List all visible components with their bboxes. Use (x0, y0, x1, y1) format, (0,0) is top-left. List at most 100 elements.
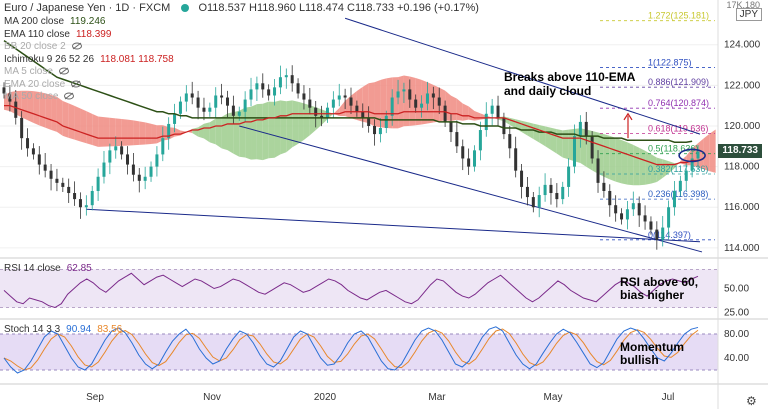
annotation-rsi-text: RSI above 60, bias higher (620, 275, 699, 302)
visibility-hidden-icon[interactable] (71, 42, 82, 50)
current-price-box: 118.733 (718, 144, 762, 158)
candle-body (255, 83, 259, 90)
rsi-tick-label: 50.00 (724, 284, 749, 295)
ichimoku-cloud-segment (215, 117, 222, 149)
candle-body (625, 209, 629, 220)
candle-body (267, 89, 271, 96)
candle-body (102, 162, 106, 177)
ichimoku-cloud-segment (615, 137, 622, 184)
ichimoku-cloud-segment (192, 127, 199, 137)
legend-ma5[interactable]: MA 5 close (4, 66, 69, 78)
ichimoku-cloud-segment (68, 103, 75, 140)
candle-body (331, 99, 335, 108)
candle-body (26, 138, 30, 149)
candle-body (696, 151, 700, 159)
candle-body (61, 182, 65, 187)
candle-body (584, 121, 588, 137)
candle-body (367, 117, 371, 126)
legend-ma200[interactable]: MA 200 close 119.246 (4, 16, 105, 28)
candle-body (378, 128, 382, 135)
candle-body (478, 130, 482, 151)
legend-bb[interactable]: BB 20 close 2 (4, 41, 82, 53)
candle-body (178, 101, 182, 114)
fib-level-label: 0.886(121.909) (648, 77, 709, 87)
stoch-tick-label: 80.00 (724, 329, 749, 340)
candle-body (496, 105, 500, 118)
rsi-band (0, 269, 718, 308)
candle-body (67, 186, 71, 194)
candle-body (208, 107, 212, 112)
candle-body (561, 186, 565, 200)
ichimoku-cloud-segment (121, 118, 128, 146)
ichimoku-cloud-segment (27, 90, 34, 123)
ichimoku-cloud-segment (103, 117, 110, 147)
candle-body (143, 176, 147, 181)
stoch-k-value: 90.94 (66, 324, 92, 335)
price-tick-label: 114.000 (724, 243, 760, 254)
stoch-tick-label: 40.00 (724, 353, 749, 364)
candle-body (31, 148, 35, 155)
candle-body (2, 87, 6, 94)
ichimoku-cloud-segment (51, 94, 57, 132)
candle-body (661, 227, 665, 240)
time-tick-label: May (544, 392, 563, 403)
legend-ema-label: EMA 20 close (4, 78, 66, 90)
candle-body (408, 89, 412, 100)
legend-ma50[interactable]: MA 50 close (4, 91, 75, 103)
candle-body (273, 87, 277, 96)
legend-ema110-value: 118.399 (75, 28, 112, 40)
breakout-arrow-head (623, 112, 633, 121)
ichimoku-cloud-segment (645, 150, 651, 185)
visibility-hidden-icon[interactable] (64, 92, 75, 100)
candle-body (43, 164, 47, 171)
ichimoku-cloud-segment (545, 126, 551, 150)
candle-body (425, 93, 429, 104)
settings-gear-icon[interactable]: ⚙ (746, 394, 757, 408)
candle-body (225, 97, 229, 106)
visibility-hidden-icon[interactable] (71, 80, 82, 88)
candle-body (620, 213, 624, 220)
annotation-breaks: Breaks above 110-EMA and daily cloud (504, 70, 644, 98)
currency-badge[interactable]: JPY (735, 8, 762, 21)
candle-body (243, 99, 247, 112)
candle-body (14, 101, 18, 118)
ichimoku-cloud-segment (421, 79, 428, 125)
ichimoku-cloud-segment (368, 82, 375, 127)
price-pane: 1.272(125.181) 1(122.875) 0.886(121.909) 0.… (0, 11, 718, 253)
candle-body (261, 83, 265, 90)
symbol-title: Euro / Japanese Yen · 1D · FXCM (4, 2, 171, 14)
legend-ema110[interactable]: EMA 110 close 118.399 (4, 29, 111, 41)
candle-body (114, 146, 118, 151)
annotation-breaks-text: Breaks above 110-EMA and daily cloud (504, 70, 636, 98)
candle-body (590, 136, 594, 159)
rsi-value: 62.85 (66, 263, 92, 274)
candle-body (278, 77, 282, 88)
ichimoku-cloud-segment (427, 82, 434, 124)
stoch-legend: Stoch 14 3 3 90.94 83.56 (4, 324, 122, 336)
ichimoku-cloud-segment (109, 117, 116, 147)
candle-body (608, 190, 612, 206)
candle-body (414, 99, 418, 108)
top-price-label: 17K.180 (726, 0, 760, 10)
candle-body (578, 121, 582, 137)
legend-ma50-label: MA 50 close (4, 91, 59, 102)
ichimoku-cloud-segment (251, 104, 257, 160)
candle-body (290, 75, 294, 84)
candle-body (384, 115, 388, 128)
candle-body (602, 182, 606, 191)
legend-ichimoku[interactable]: Ichimoku 9 26 52 26 118.081 118.758 (4, 54, 174, 66)
candle-body (161, 138, 165, 155)
visibility-hidden-icon[interactable] (58, 67, 69, 75)
rsi-pane (0, 269, 718, 309)
ichimoku-cloud-segment (709, 129, 716, 173)
candle-body (508, 134, 512, 149)
ichimoku-cloud-segment (609, 135, 616, 182)
candle-body (355, 105, 359, 112)
legend-ema[interactable]: EMA 20 close (4, 78, 82, 91)
candle-body (667, 207, 671, 228)
stoch-band (0, 334, 718, 370)
ichimoku-cloud-segment (562, 129, 569, 160)
candle-body (672, 190, 676, 208)
candle-body (296, 83, 300, 94)
